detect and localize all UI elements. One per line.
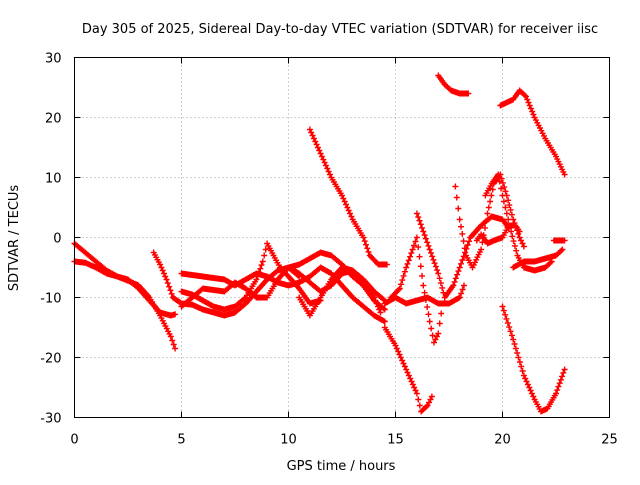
x-tick-label: 0 bbox=[70, 433, 78, 448]
data-point-markers bbox=[497, 87, 568, 178]
x-tick-label: 20 bbox=[494, 433, 511, 448]
data-point-markers bbox=[178, 264, 388, 325]
y-tick-label: 0 bbox=[53, 232, 61, 247]
data-series-s13 bbox=[413, 210, 512, 301]
y-tick-label: -30 bbox=[40, 412, 61, 427]
y-axis-label: SDTVAR / TECUs bbox=[7, 185, 22, 292]
data-point-markers bbox=[306, 126, 390, 268]
data-series-s18 bbox=[435, 72, 472, 97]
y-tick-label: 20 bbox=[45, 112, 62, 127]
data-series-s8 bbox=[296, 264, 388, 319]
data-point-markers bbox=[71, 240, 179, 352]
marks-layer bbox=[71, 72, 568, 415]
data-point-markers bbox=[435, 72, 472, 97]
data-series-s9 bbox=[306, 126, 390, 268]
data-series-s10 bbox=[381, 324, 435, 415]
data-point-markers bbox=[550, 237, 568, 244]
x-tick-label: 10 bbox=[280, 433, 297, 448]
y-tick-label: 30 bbox=[45, 52, 62, 67]
data-series-s21 bbox=[550, 237, 568, 244]
x-tick-label: 5 bbox=[177, 433, 185, 448]
chart-title: Day 305 of 2025, Sidereal Day-to-day VTE… bbox=[82, 22, 598, 37]
data-series-s5 bbox=[178, 264, 388, 325]
y-tick-label: -20 bbox=[40, 352, 61, 367]
data-series-s17 bbox=[510, 246, 566, 271]
data-point-markers bbox=[388, 234, 446, 346]
data-point-markers bbox=[381, 324, 435, 415]
x-tick-label: 25 bbox=[601, 433, 618, 448]
data-point-markers bbox=[413, 210, 512, 301]
data-point-markers bbox=[296, 264, 388, 319]
x-axis-label: GPS time / hours bbox=[287, 459, 396, 474]
data-point-markers bbox=[381, 282, 467, 307]
data-series-s11 bbox=[388, 234, 446, 346]
data-series-s1 bbox=[71, 240, 179, 352]
data-series-s12 bbox=[381, 282, 467, 307]
data-point-markers bbox=[510, 246, 566, 271]
y-tick-label: -10 bbox=[40, 292, 61, 307]
y-tick-label: 10 bbox=[45, 172, 62, 187]
data-series-s20 bbox=[499, 303, 568, 415]
data-point-markers bbox=[499, 303, 568, 415]
data-series-s19 bbox=[497, 87, 568, 178]
axis-layer: 0 5 10 15 20 25 -30 -20 -10 0 10 20 30 bbox=[40, 52, 618, 448]
x-tick-label: 15 bbox=[387, 433, 404, 448]
